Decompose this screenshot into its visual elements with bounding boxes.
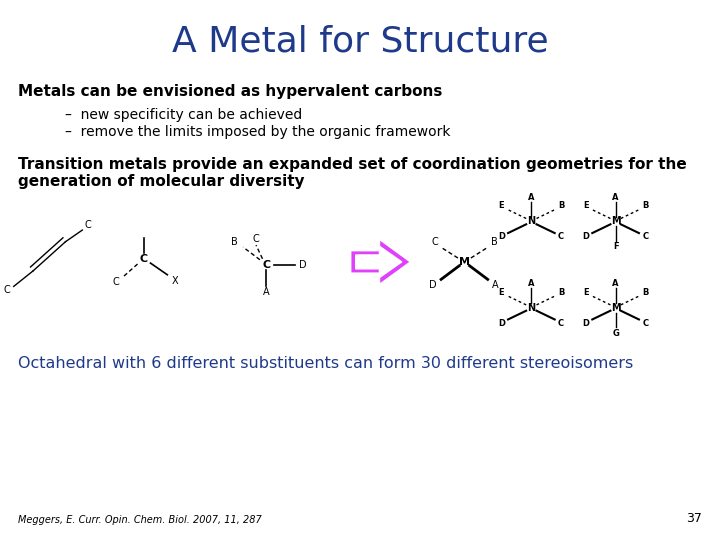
Text: A: A [528, 279, 535, 288]
Text: A: A [528, 193, 535, 201]
Text: M: M [459, 257, 470, 267]
Text: D: D [582, 232, 589, 241]
Text: B: B [642, 201, 649, 211]
Text: D: D [582, 319, 589, 328]
Text: N: N [527, 217, 536, 226]
Text: B: B [642, 288, 649, 297]
Text: A: A [612, 279, 619, 288]
Text: A: A [492, 280, 499, 290]
Text: B: B [230, 237, 238, 247]
Text: E: E [583, 288, 589, 297]
Text: Meggers, E. Curr. Opin. Chem. Biol. 2007, 11, 287: Meggers, E. Curr. Opin. Chem. Biol. 2007… [18, 515, 262, 525]
Text: Octahedral with 6 different substituents can form 30 different stereoisomers: Octahedral with 6 different substituents… [18, 356, 634, 372]
Text: G: G [612, 328, 619, 338]
Polygon shape [353, 244, 407, 280]
Text: 37: 37 [686, 512, 702, 525]
Text: A Metal for Structure: A Metal for Structure [171, 24, 549, 58]
Text: C: C [558, 232, 564, 241]
Text: C: C [112, 276, 119, 287]
Text: C: C [84, 220, 91, 230]
Text: E: E [499, 201, 505, 211]
Polygon shape [356, 246, 402, 278]
Text: D: D [430, 280, 437, 290]
Text: E: E [583, 201, 589, 211]
Text: C: C [140, 254, 148, 264]
Text: A: A [263, 287, 270, 297]
Text: M: M [611, 303, 621, 313]
Text: C: C [262, 260, 271, 269]
Text: D: D [498, 319, 505, 328]
Text: C: C [642, 232, 649, 241]
Text: –  new specificity can be achieved: – new specificity can be achieved [65, 108, 302, 122]
Text: C: C [558, 319, 564, 328]
Text: X: X [172, 275, 179, 286]
Text: B: B [491, 238, 498, 247]
Text: B: B [558, 201, 564, 211]
Text: C: C [4, 285, 11, 295]
Text: F: F [613, 242, 618, 251]
Text: C: C [642, 319, 649, 328]
Text: A: A [612, 193, 619, 201]
Text: D: D [299, 260, 307, 269]
Text: Transition metals provide an expanded set of coordination geometries for the
gen: Transition metals provide an expanded se… [18, 157, 687, 189]
Text: C: C [431, 238, 438, 247]
Text: –  remove the limits imposed by the organic framework: – remove the limits imposed by the organ… [65, 125, 450, 139]
Text: N: N [527, 303, 536, 313]
Text: B: B [558, 288, 564, 297]
Text: M: M [611, 217, 621, 226]
Text: D: D [498, 232, 505, 241]
Text: E: E [499, 288, 505, 297]
Text: Metals can be envisioned as hypervalent carbons: Metals can be envisioned as hypervalent … [18, 84, 442, 99]
Text: C: C [253, 234, 259, 244]
